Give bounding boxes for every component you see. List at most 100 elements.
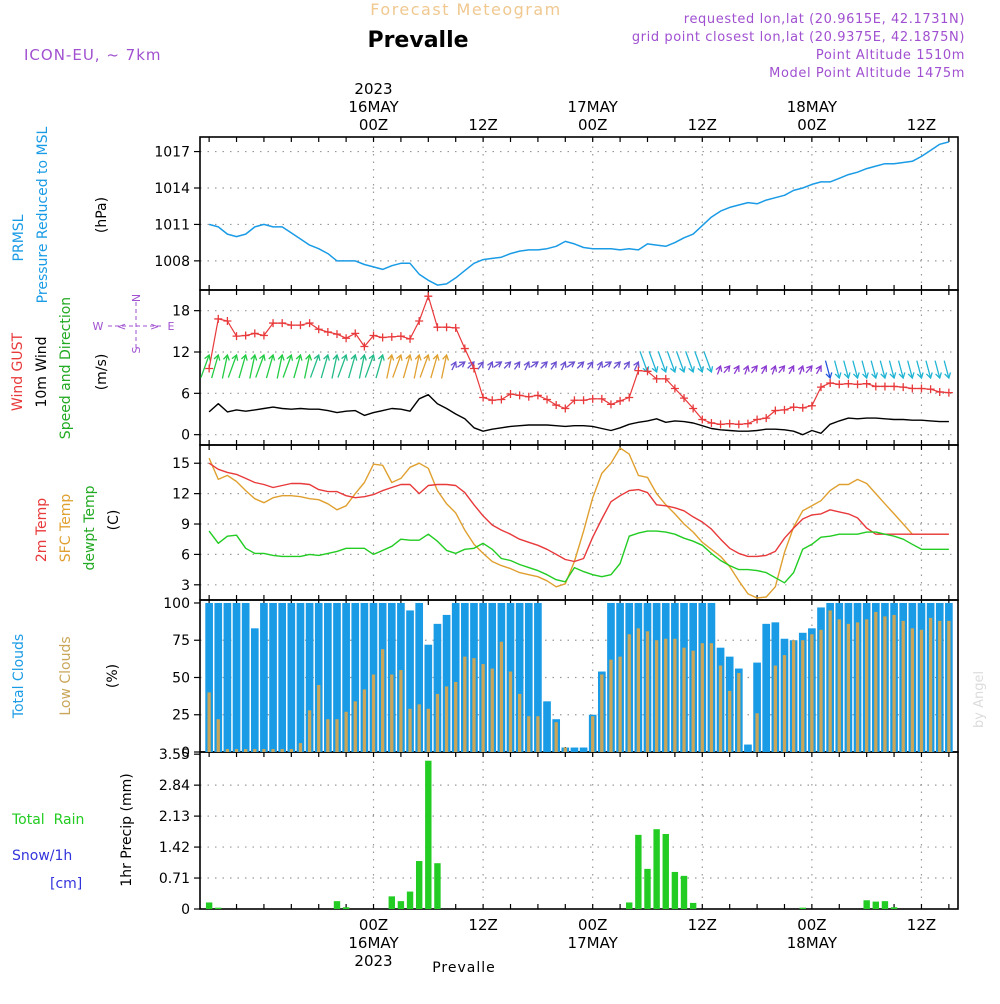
total-cloud-bar bbox=[762, 623, 771, 752]
gust-point bbox=[561, 404, 570, 413]
gust-point bbox=[725, 419, 734, 428]
wind-arrow bbox=[402, 354, 411, 379]
low-cloud-bar bbox=[554, 722, 558, 752]
svg-text:>: > bbox=[150, 320, 159, 333]
gust-point bbox=[880, 382, 889, 391]
y-tick-label: 1011 bbox=[154, 217, 190, 233]
gust-point bbox=[917, 384, 926, 393]
time-label-top: 00Z bbox=[797, 116, 826, 134]
wind-arrow bbox=[623, 361, 630, 370]
low-cloud-bar bbox=[280, 749, 284, 752]
wind-arrow-head bbox=[487, 360, 494, 368]
rain-bar bbox=[881, 901, 889, 909]
total-cloud-bar bbox=[515, 602, 524, 752]
rain-bar bbox=[890, 907, 898, 909]
low-cloud-bar bbox=[846, 623, 851, 752]
gust-point bbox=[205, 364, 214, 373]
gust-point bbox=[433, 323, 442, 332]
wind-arrows bbox=[200, 351, 952, 380]
wind-arrow bbox=[331, 354, 338, 379]
wind-arrow bbox=[597, 361, 603, 371]
low-cloud-bar bbox=[636, 628, 641, 752]
wind-side-labels: Wind GUST 10m Wind Speed and Direction (… bbox=[10, 294, 175, 439]
wind-arrow bbox=[703, 351, 713, 373]
low-cloud-bar bbox=[691, 650, 695, 752]
gust-point bbox=[862, 379, 871, 388]
gust-point bbox=[716, 420, 725, 429]
gust-point bbox=[890, 382, 899, 391]
low-cloud-bar bbox=[417, 704, 421, 752]
time-label-bottom: 00Z bbox=[797, 916, 826, 934]
rain-bar bbox=[671, 871, 679, 909]
rain-bar bbox=[342, 907, 350, 909]
low-cloud-bar bbox=[755, 713, 759, 752]
low-cloud-bar bbox=[654, 640, 659, 752]
wind-arrow bbox=[560, 361, 566, 371]
data-layer bbox=[200, 141, 953, 909]
gust-point bbox=[743, 419, 752, 428]
gust-point bbox=[232, 332, 241, 341]
wind-arrow-head bbox=[222, 353, 230, 361]
wind-arrow-head bbox=[907, 372, 915, 380]
wind-arrow bbox=[503, 361, 511, 369]
time-label-bottom: 12Z bbox=[907, 916, 936, 934]
gust-point bbox=[241, 331, 250, 340]
total-cloud-bar bbox=[314, 602, 323, 752]
wind-arrow-head bbox=[258, 353, 266, 361]
wind-arrow-head bbox=[286, 353, 294, 361]
wind-arrow bbox=[392, 354, 402, 378]
time-label-top: 18MAY bbox=[787, 98, 838, 116]
wind-arrow bbox=[613, 361, 621, 369]
y-tick-label: 1017 bbox=[154, 145, 190, 161]
y-tick-label: 0 bbox=[181, 745, 190, 761]
gust-point bbox=[369, 331, 378, 340]
time-label-bottom: 17MAY bbox=[568, 934, 619, 952]
svg-text:<: < bbox=[117, 320, 126, 333]
y-tick-label: 3.55 bbox=[159, 747, 190, 763]
gust-point bbox=[926, 385, 935, 394]
compass-n: N bbox=[130, 294, 143, 302]
time-label-top: 2023 bbox=[354, 80, 392, 98]
wind-arrow bbox=[477, 361, 484, 370]
wind-arrow bbox=[852, 360, 859, 379]
wind-arrow bbox=[309, 354, 320, 378]
wind-arrow-head bbox=[432, 353, 440, 361]
gust-point bbox=[396, 332, 405, 341]
gust-point bbox=[415, 317, 424, 325]
gust-point bbox=[899, 383, 908, 392]
wind-arrow bbox=[487, 361, 493, 371]
wind-arrow bbox=[723, 365, 731, 374]
y-tick-label: 50 bbox=[172, 670, 190, 686]
wind-arrow bbox=[815, 365, 822, 375]
wind-arrow-head bbox=[414, 353, 422, 361]
wind-arrow bbox=[550, 361, 557, 370]
wind-arrow-head bbox=[843, 372, 851, 380]
bottom-location: Prevalle bbox=[432, 960, 496, 976]
y-tick-label: 0 bbox=[181, 428, 190, 444]
wind-arrow bbox=[750, 365, 758, 374]
gust-point bbox=[835, 380, 844, 389]
gust-point bbox=[552, 401, 561, 410]
low-cloud-bar bbox=[928, 617, 933, 752]
gust-point bbox=[616, 396, 625, 405]
gust-point bbox=[625, 393, 634, 402]
gust-point bbox=[424, 292, 433, 301]
wind-arrow bbox=[633, 361, 639, 371]
low-cloud-bar bbox=[390, 674, 394, 752]
wind-arrow bbox=[648, 351, 658, 373]
sfc-temp-series-line bbox=[208, 447, 949, 599]
panel-frame-clouds bbox=[199, 599, 959, 753]
total-cloud-bar bbox=[342, 602, 350, 752]
total-cloud-bar bbox=[424, 644, 433, 752]
wind-arrow-head bbox=[760, 364, 767, 372]
gust-point bbox=[497, 395, 506, 404]
time-label-top: 16MAY bbox=[348, 98, 399, 116]
compass-s: S bbox=[130, 346, 143, 353]
low-cloud-bar bbox=[244, 749, 248, 752]
time-label-bottom: 2023 bbox=[354, 952, 392, 970]
wind-arrow-head bbox=[550, 360, 557, 368]
wind-arrow-head bbox=[825, 372, 833, 380]
total-cloud-bar bbox=[305, 602, 314, 752]
wind-arrow bbox=[685, 351, 694, 373]
